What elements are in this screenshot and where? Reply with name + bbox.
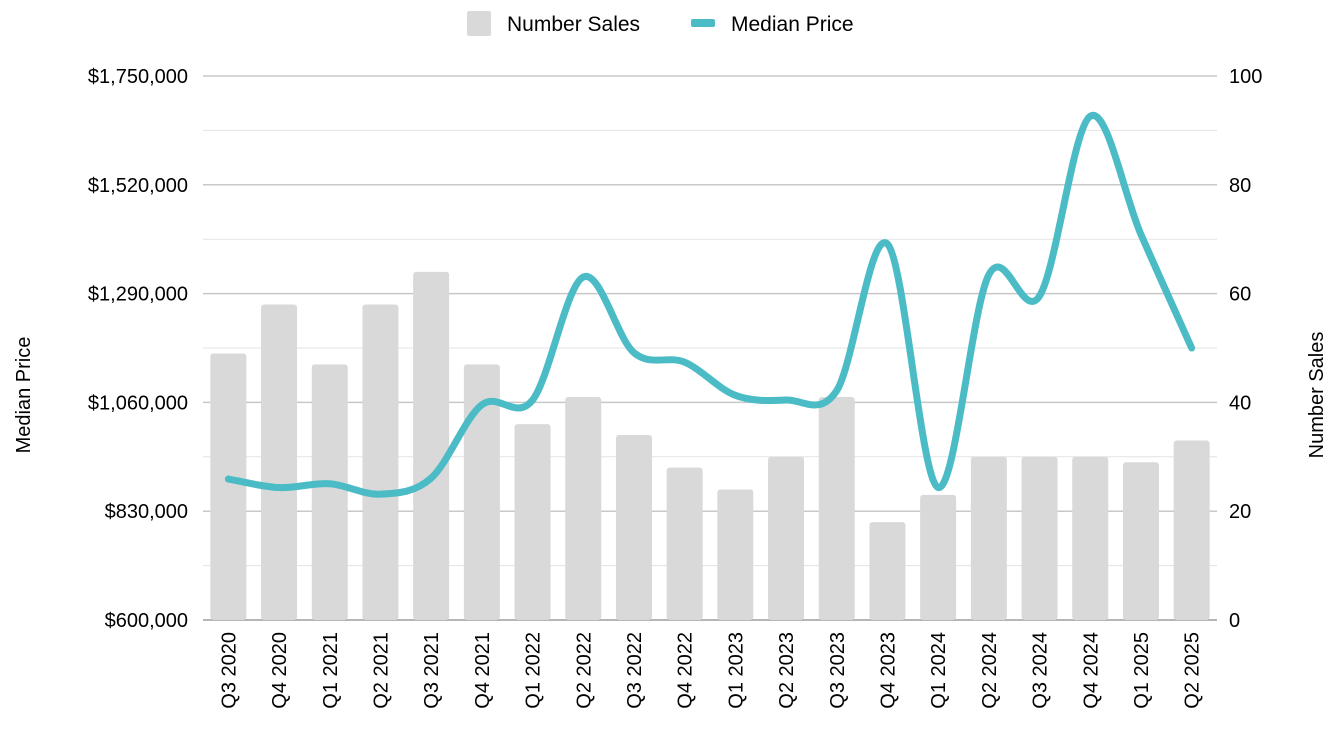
left-tick-label: $830,000 [105,501,188,523]
x-tick-label: Q2 2021 [370,632,392,709]
right-tick-label: 40 [1229,392,1251,414]
x-tick-label: Q4 2023 [877,632,899,709]
legend-label-median-price: Median Price [731,13,854,36]
right-tick-label: 0 [1229,610,1240,632]
left-tick-label: $1,290,000 [88,284,188,306]
right-tick-label: 100 [1229,66,1262,88]
x-tick-label: Q1 2025 [1131,632,1153,709]
legend-swatch-number-sales [467,11,491,36]
bar-q3-2024 [1022,457,1058,620]
x-tick-label: Q3 2022 [624,632,646,709]
x-tick-label: Q1 2023 [725,632,747,709]
bar-q4-2022 [667,468,703,620]
x-axis: Q3 2020 Q4 2020 Q1 2021 Q2 2021 Q3 2021 Q4 20… [218,632,1203,709]
bar-q2-2022 [565,397,601,620]
x-tick-label: Q1 2024 [928,632,950,709]
bar-q1-2023 [717,489,753,620]
legend-swatch-median-price [691,19,715,27]
bar-q1-2025 [1123,462,1159,620]
bar-q3-2020 [210,353,246,620]
left-tick-label: $1,750,000 [88,66,188,88]
x-tick-label: Q1 2022 [523,632,545,709]
x-tick-label: Q1 2021 [320,632,342,709]
x-tick-label: Q3 2024 [1030,632,1052,709]
x-tick-label: Q4 2020 [269,632,291,709]
bar-q2-2025 [1174,440,1210,620]
bar-q2-2024 [971,457,1007,620]
x-tick-label: Q4 2024 [1080,632,1102,709]
bar-series-number-sales [210,272,1209,620]
x-tick-label: Q2 2025 [1182,632,1204,709]
legend: Number Sales Median Price [467,11,854,36]
bar-q2-2023 [768,457,804,620]
x-tick-label: Q4 2022 [675,632,697,709]
x-tick-label: Q2 2023 [776,632,798,709]
bar-q3-2023 [819,397,855,620]
grid-lines [203,76,1217,620]
bar-q4-2023 [869,522,905,620]
left-tick-label: $1,520,000 [88,175,188,197]
x-tick-label: Q3 2023 [827,632,849,709]
right-axis: 0 20 40 60 80 100 [1229,66,1262,632]
x-tick-label: Q3 2020 [218,632,240,709]
x-tick-label: Q3 2021 [421,632,443,709]
left-tick-label: $1,060,000 [88,392,188,414]
bar-q3-2021 [413,272,449,620]
x-tick-label: Q2 2024 [979,632,1001,709]
right-tick-label: 80 [1229,175,1251,197]
bar-q3-2022 [616,435,652,620]
left-tick-label: $600,000 [105,610,188,632]
right-tick-label: 20 [1229,501,1251,523]
left-axis: $600,000 $830,000 $1,060,000 $1,290,000 $1,5… [88,66,188,632]
right-tick-label: 60 [1229,284,1251,306]
right-axis-title: Number Sales [1306,332,1328,459]
bar-q2-2021 [362,304,398,620]
x-tick-label: Q2 2022 [573,632,595,709]
bar-q1-2024 [920,495,956,620]
bar-q1-2022 [515,424,551,620]
legend-label-number-sales: Number Sales [507,13,640,36]
bar-q4-2024 [1072,457,1108,620]
x-tick-label: Q4 2021 [472,632,494,709]
left-axis-title: Median Price [13,337,35,454]
bar-q1-2021 [312,364,348,620]
bar-q4-2020 [261,304,297,620]
